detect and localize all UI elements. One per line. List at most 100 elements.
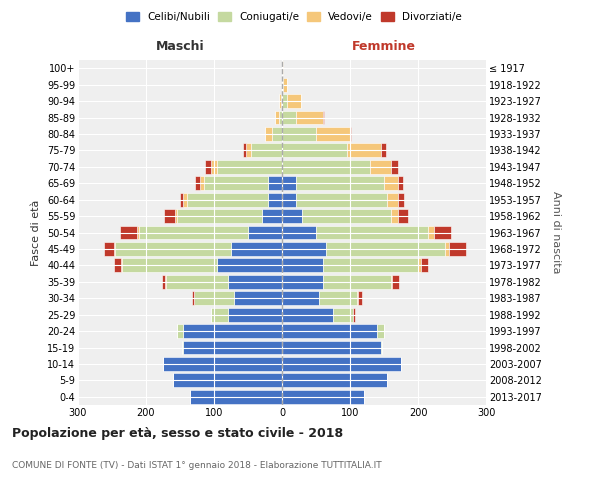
Bar [180,192,184,206]
Bar [121,258,122,272]
Text: Femmine: Femmine [352,40,416,53]
Bar [200,176,204,190]
Bar [392,275,399,289]
Legend: Celibi/Nubili, Coniugati/e, Vedovi/e, Divorziati/e: Celibi/Nubili, Coniugati/e, Vedovi/e, Di… [122,8,466,26]
Bar [217,258,282,272]
Bar [282,374,388,388]
Bar [282,78,283,92]
Bar [398,192,404,206]
Bar [282,308,333,322]
Bar [370,160,391,174]
Bar [282,242,326,256]
Bar [282,61,283,75]
Bar [282,340,380,354]
Bar [434,226,451,239]
Bar [282,209,302,223]
Bar [161,275,165,289]
Bar [377,324,384,338]
Bar [333,308,353,322]
Bar [114,242,115,256]
Bar [184,324,282,338]
Bar [388,192,398,206]
Bar [391,160,398,174]
Bar [296,110,323,124]
Bar [380,340,382,354]
Bar [302,209,391,223]
Bar [282,258,323,272]
Bar [347,144,380,158]
Bar [358,291,362,305]
Bar [428,226,434,239]
Bar [182,340,184,354]
Bar [282,144,347,158]
Bar [384,176,398,190]
Text: Popolazione per età, sesso e stato civile - 2018: Popolazione per età, sesso e stato civil… [12,428,343,440]
Bar [242,144,246,158]
Bar [166,275,227,289]
Bar [282,94,287,108]
Bar [176,209,262,223]
Bar [282,110,296,124]
Bar [282,324,377,338]
Bar [227,308,282,322]
Bar [248,226,282,239]
Bar [163,357,282,371]
Bar [173,374,282,388]
Bar [262,209,282,223]
Bar [421,258,428,272]
Bar [137,226,139,239]
Bar [190,390,282,404]
Bar [353,308,355,322]
Bar [268,192,282,206]
Bar [281,94,282,108]
Bar [296,192,388,206]
Y-axis label: Anni di nascita: Anni di nascita [551,191,561,274]
Bar [350,127,352,141]
Bar [120,226,137,239]
Bar [391,275,392,289]
Bar [265,127,272,141]
Bar [380,144,386,158]
Bar [418,258,421,272]
Bar [282,357,401,371]
Bar [227,275,282,289]
Bar [122,258,217,272]
Bar [164,209,175,223]
Bar [282,275,323,289]
Bar [217,160,282,174]
Bar [204,176,268,190]
Bar [316,127,350,141]
Bar [194,291,235,305]
Text: COMUNE DI FONTE (TV) - Dati ISTAT 1° gennaio 2018 - Elaborazione TUTTITALIA.IT: COMUNE DI FONTE (TV) - Dati ISTAT 1° gen… [12,460,382,469]
Bar [316,226,428,239]
Bar [184,340,282,354]
Bar [398,176,403,190]
Bar [211,308,227,322]
Bar [272,127,282,141]
Bar [282,192,296,206]
Bar [323,258,418,272]
Y-axis label: Fasce di età: Fasce di età [31,200,41,266]
Bar [323,110,324,124]
Bar [231,242,282,256]
Bar [282,390,364,404]
Bar [235,291,282,305]
Bar [282,127,316,141]
Bar [246,144,251,158]
Bar [184,192,187,206]
Bar [176,324,184,338]
Bar [275,110,278,124]
Bar [357,291,358,305]
Bar [319,291,357,305]
Bar [268,176,282,190]
Bar [282,291,319,305]
Bar [323,275,391,289]
Bar [139,226,248,239]
Bar [115,242,231,256]
Bar [165,275,166,289]
Bar [175,209,176,223]
Text: Maschi: Maschi [155,40,205,53]
Bar [449,242,466,256]
Bar [195,176,200,190]
Bar [279,94,281,108]
